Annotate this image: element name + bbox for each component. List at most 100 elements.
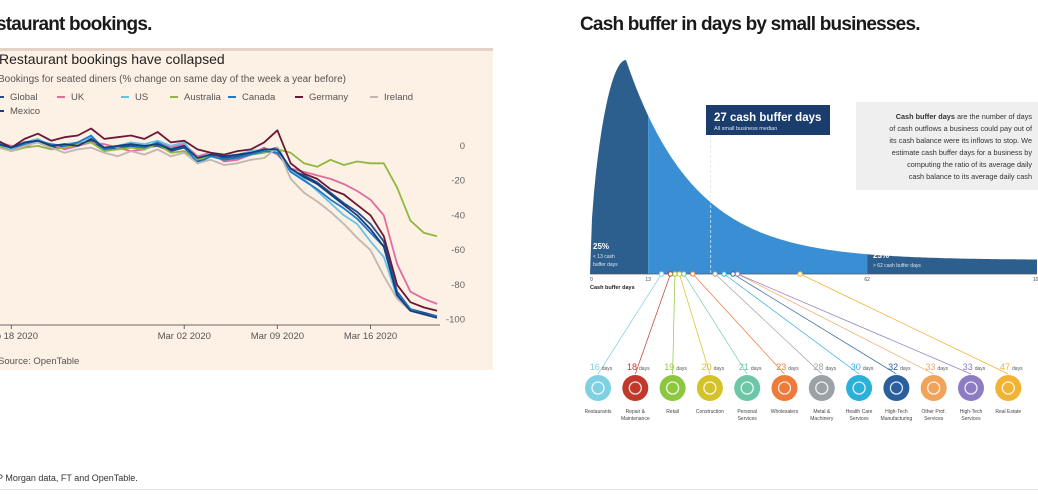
- x-tick-label: Mar 02 2020: [158, 331, 211, 342]
- note-line: cash balance to its average daily cash: [909, 172, 1032, 181]
- industry-icon-glyph: [852, 381, 866, 395]
- industry-days: 19 days: [664, 362, 687, 372]
- curve-bottom-quartile: [590, 60, 649, 274]
- industry-marker: [690, 271, 696, 277]
- industry-name: Services: [850, 416, 870, 422]
- industry-days: 32 days: [888, 362, 911, 372]
- industry-days: 28 days: [814, 362, 837, 372]
- days-tick-label: 62: [864, 277, 870, 283]
- days-axis: 0 13 62 100 Cash buffer days: [590, 273, 1038, 291]
- x-tick-label: Mar 09 2020: [251, 331, 304, 342]
- industry-days-unit: days: [714, 366, 725, 372]
- industry-name: Services: [961, 416, 981, 422]
- industry-icon: [920, 375, 947, 401]
- industry-days-unit: days: [1012, 366, 1023, 372]
- industry-connector: [714, 273, 823, 375]
- legend-label: Mexico: [10, 106, 40, 117]
- industry-icon: [771, 375, 798, 401]
- y-axis: 0 -20 -40 -60 -80 -100: [446, 141, 465, 326]
- days-axis-label: Cash buffer days: [590, 285, 635, 291]
- industry-connector: [732, 273, 897, 375]
- left-quartile-pct: 25%: [593, 242, 609, 251]
- note-line: estimate cash buffer days for a business…: [892, 148, 1033, 157]
- median-callout: 27 cash buffer days All small business m…: [706, 105, 830, 135]
- industry-connector: [634, 273, 671, 375]
- industry-icon-glyph: [964, 381, 978, 395]
- industry-icon-glyph: [628, 381, 642, 395]
- industry-days-unit: days: [751, 366, 762, 372]
- chart-subtitle: Bookings for seated diners (% change on …: [0, 74, 346, 85]
- chart-source: Source: OpenTable: [0, 356, 79, 367]
- industry-days: 20 days: [702, 362, 725, 372]
- industry-name: Health Care: [846, 409, 873, 415]
- industry-days-value: 28: [814, 362, 824, 372]
- y-tick-label: 0: [460, 141, 465, 152]
- definition-note: Cash buffer days are the number of days o…: [856, 102, 1038, 190]
- industry-name: Maintenance: [621, 416, 650, 422]
- industry-name: Restaurants: [585, 409, 612, 415]
- industry-icon: [958, 375, 984, 401]
- chart-top-rule: [0, 48, 493, 51]
- industry-name: Manufacturing: [881, 416, 913, 422]
- left-chart-header: staurant bookings.: [0, 14, 152, 35]
- industry-icon-glyph: [927, 381, 941, 395]
- industry-icon: [808, 375, 835, 401]
- industry-name: High-Tech: [885, 409, 908, 415]
- industry-icon-glyph: [740, 381, 754, 395]
- series-line: [0, 139, 438, 317]
- industry-icon-glyph: [1001, 381, 1015, 395]
- industry-connector: [723, 273, 860, 375]
- distribution-svg: 27 cash buffer days All small business m…: [585, 60, 1038, 422]
- industry-days-value: 23: [776, 362, 786, 372]
- y-tick-label: -60: [451, 245, 465, 256]
- industry-connector: [737, 273, 934, 375]
- industry-days-unit: days: [602, 366, 613, 372]
- industry-days-unit: days: [975, 366, 986, 372]
- note-line: its cash balance were its inflows to sto…: [889, 136, 1032, 145]
- days-tick-label: 0: [590, 277, 593, 283]
- industry-name: Wholesalers: [771, 409, 799, 415]
- right-quartile-pct: 25%: [873, 251, 889, 260]
- industry-icon-glyph: [815, 381, 829, 395]
- right-chart-header: Cash buffer in days by small businesses.: [580, 14, 921, 35]
- industry-name: Repair &: [626, 409, 646, 415]
- right-quartile-sub: > 62 cash buffer days: [873, 263, 921, 269]
- industry-connectors: [597, 271, 1009, 375]
- x-tick-label: Mar 16 2020: [344, 331, 397, 342]
- curve-middle-range: [648, 115, 868, 274]
- series-lines: [0, 127, 438, 319]
- left-quartile-sub: < 13 cash: [593, 254, 615, 260]
- distribution-curve: [590, 60, 1037, 274]
- industry-name: Machinery: [810, 416, 834, 422]
- left-quartile-sub: buffer days: [593, 262, 618, 268]
- industry-days: 21 days: [739, 362, 762, 372]
- days-tick-label: 100: [1033, 277, 1038, 283]
- quartile-labels: 25% 25% > 62 cash buffer days < 13 cash b…: [593, 242, 921, 269]
- industry-days-value: 16: [590, 362, 600, 372]
- note-bold: Cash buffer days: [896, 112, 955, 121]
- industry-connector: [672, 273, 676, 375]
- legend-label: Australia: [184, 92, 222, 103]
- industry-marker: [797, 271, 803, 277]
- industry-icon: [995, 375, 1022, 401]
- x-tick-label: Feb 18 2020: [0, 331, 38, 342]
- industry-marker: [676, 271, 683, 277]
- industry-name: Personal: [737, 409, 757, 415]
- line-chart-svg: Restaurant bookings have collapsed Booki…: [0, 51, 465, 367]
- industry-name: Other Prof.: [921, 409, 945, 415]
- industry-marker: [667, 271, 674, 277]
- industry-days: 33 days: [963, 362, 986, 372]
- industry-name: Retail: [666, 409, 679, 415]
- industry-days-value: 19: [664, 362, 674, 372]
- series-line: [0, 127, 438, 312]
- industry-marker: [681, 271, 687, 277]
- industry-name: Construction: [696, 409, 724, 415]
- industry-connector: [679, 273, 711, 375]
- legend-label: Ireland: [384, 92, 413, 103]
- industry-icon-glyph: [665, 381, 680, 395]
- industry-days-unit: days: [826, 366, 837, 372]
- bottom-divider: [0, 489, 1038, 490]
- legend-label: Global: [10, 92, 37, 103]
- industry-name: Metal &: [813, 409, 831, 415]
